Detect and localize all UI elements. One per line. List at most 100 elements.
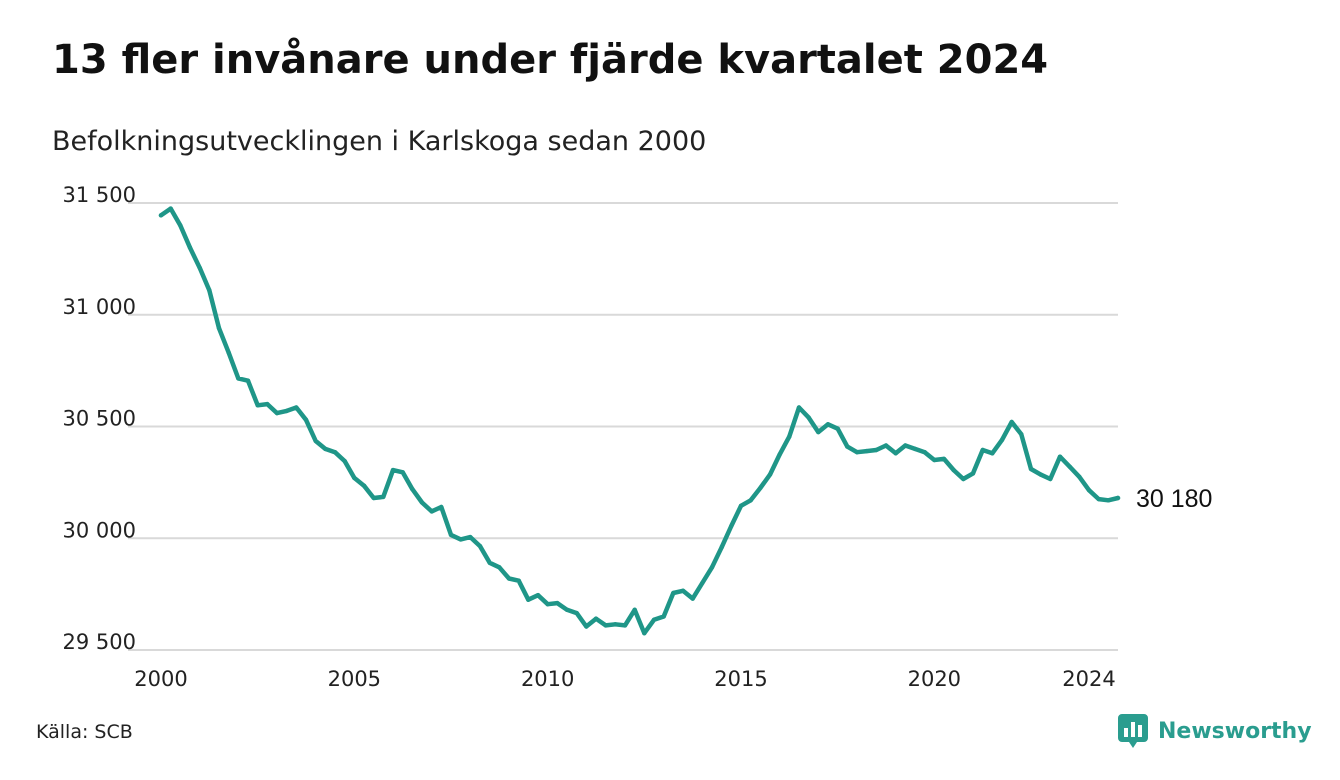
data-point <box>700 580 705 586</box>
data-point <box>574 610 579 616</box>
data-point <box>999 437 1005 443</box>
data-point <box>168 206 173 211</box>
data-point <box>294 405 299 410</box>
y-axis: 29 500 30 000 30 500 31 000 31 500 <box>63 183 136 654</box>
y-tick-label: 31 000 <box>63 295 136 319</box>
data-point <box>603 623 608 628</box>
data-point <box>1106 498 1111 503</box>
data-point <box>332 450 338 455</box>
source-note: Källa: SCB <box>36 721 133 743</box>
data-point <box>439 504 444 510</box>
data-point <box>932 457 937 463</box>
data-point <box>1028 466 1034 472</box>
data-point <box>893 451 898 456</box>
series-line-population <box>158 206 1121 636</box>
data-point <box>535 593 541 598</box>
data-point <box>236 376 241 381</box>
data-point <box>835 426 840 431</box>
y-tick-label: 30 000 <box>63 518 136 542</box>
data-point <box>642 631 647 636</box>
data-point <box>593 616 599 621</box>
data-point <box>342 458 347 464</box>
data-point <box>468 534 473 540</box>
end-value-label: 30 180 <box>1136 485 1212 513</box>
chart-title: 13 fler invånare under fjärde kvartalet … <box>52 37 1049 83</box>
data-point <box>622 623 628 628</box>
data-point <box>816 429 821 435</box>
data-point <box>864 448 869 454</box>
data-point <box>825 422 831 427</box>
data-point <box>671 590 676 596</box>
x-tick-label: 2020 <box>908 667 961 691</box>
data-point <box>216 326 222 331</box>
data-point <box>448 532 454 538</box>
data-point <box>197 265 202 270</box>
data-point <box>1057 454 1063 459</box>
y-tick-label: 30 500 <box>63 407 136 431</box>
data-point <box>912 446 918 452</box>
data-point <box>458 537 463 542</box>
data-point <box>980 447 985 453</box>
data-point <box>941 456 947 462</box>
data-point <box>371 495 376 501</box>
data-point <box>777 452 782 457</box>
data-point <box>381 494 386 500</box>
data-point <box>758 485 763 491</box>
data-point <box>410 486 415 492</box>
data-point <box>303 417 309 422</box>
data-point <box>632 607 637 612</box>
data-point <box>1019 432 1024 437</box>
data-point <box>255 403 260 408</box>
data-point <box>709 565 715 570</box>
data-point <box>1115 495 1121 501</box>
data-point <box>400 470 405 475</box>
x-tick-label: 2000 <box>134 667 187 691</box>
data-point <box>226 350 231 355</box>
data-point <box>690 596 695 601</box>
data-point <box>245 378 251 383</box>
newsworthy-logo: Newsworthy <box>1118 714 1312 748</box>
data-point <box>497 565 502 570</box>
data-point <box>1077 474 1082 479</box>
data-point <box>651 617 657 622</box>
data-point <box>903 443 908 448</box>
data-point <box>787 434 792 439</box>
data-point <box>729 523 734 529</box>
data-point <box>506 576 512 581</box>
data-point <box>680 588 686 593</box>
data-point <box>274 410 280 416</box>
data-point <box>158 213 164 218</box>
y-tick-label: 31 500 <box>63 183 136 207</box>
data-point <box>555 600 560 606</box>
data-point <box>845 444 850 449</box>
data-point <box>352 475 357 481</box>
data-point <box>738 503 744 508</box>
brand-name: Newsworthy <box>1158 718 1312 744</box>
data-point <box>265 401 270 407</box>
data-point <box>1067 464 1072 469</box>
data-point <box>284 408 289 414</box>
data-point <box>1048 476 1053 482</box>
data-point <box>970 471 976 476</box>
data-point <box>854 450 860 455</box>
data-point <box>1009 419 1014 425</box>
data-point <box>719 545 724 550</box>
data-point <box>207 288 212 293</box>
data-point <box>767 472 773 477</box>
data-point <box>922 450 927 455</box>
data-point <box>487 560 492 565</box>
data-point <box>429 509 434 514</box>
newsworthy-logo-icon <box>1118 714 1148 748</box>
series <box>158 206 1121 636</box>
data-point <box>516 578 521 583</box>
data-point <box>526 597 531 602</box>
y-tick-label: 29 500 <box>63 630 136 654</box>
chart-subtitle: Befolkningsutvecklingen i Karlskoga seda… <box>52 126 707 157</box>
data-point <box>477 543 483 549</box>
data-point <box>1086 488 1092 493</box>
data-point <box>1096 496 1101 502</box>
data-point <box>390 467 396 473</box>
data-point <box>361 483 367 488</box>
data-point <box>613 622 618 627</box>
